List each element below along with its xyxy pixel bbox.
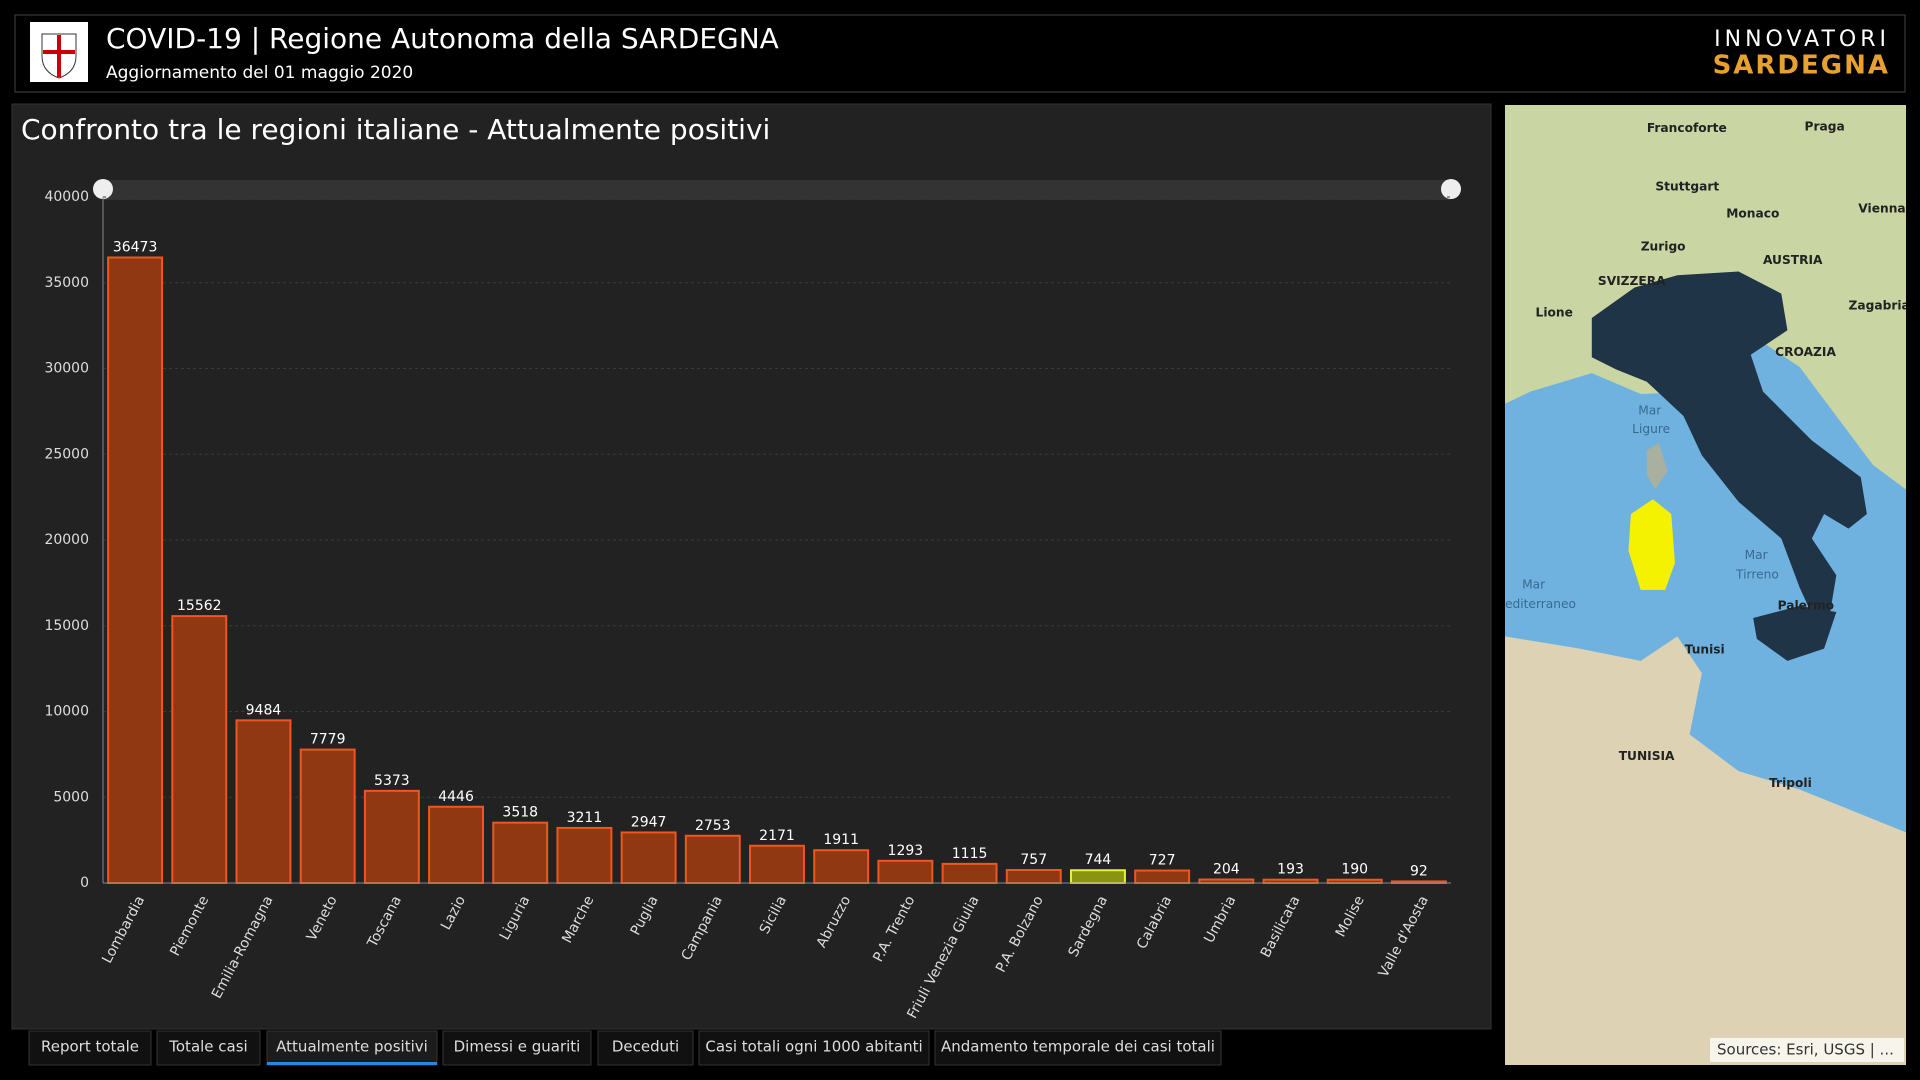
map-label: SVIZZERA — [1598, 274, 1666, 288]
map-label: Zagabria — [1849, 298, 1910, 312]
map-label: Praga — [1805, 120, 1845, 134]
map-label: editerraneo — [1505, 597, 1576, 611]
header-subtitle: Aggiornamento del 01 maggio 2020 — [106, 63, 413, 83]
value-label: 2947 — [631, 814, 667, 830]
value-label: 9484 — [246, 702, 282, 718]
map-label: Ligure — [1632, 422, 1670, 436]
y-tick-label: 40000 — [44, 189, 89, 205]
bar — [1005, 869, 1062, 885]
value-label: 204 — [1213, 862, 1240, 878]
tab-label[interactable]: Totale casi — [168, 1038, 247, 1056]
y-tick-label: 25000 — [44, 446, 89, 462]
value-label: 4446 — [438, 789, 474, 805]
bar — [235, 719, 292, 885]
brand-top: INNOVATORI — [1714, 27, 1890, 52]
tab-label[interactable]: Report totale — [41, 1038, 139, 1056]
value-label: 15562 — [177, 598, 222, 614]
bar — [492, 821, 549, 885]
bar — [1134, 869, 1191, 884]
tab-indicator — [267, 1062, 437, 1065]
tab[interactable] — [156, 1030, 261, 1066]
value-label: 3518 — [502, 805, 538, 821]
bar — [684, 834, 741, 885]
bar — [556, 826, 613, 884]
tab[interactable] — [934, 1030, 1222, 1066]
bar — [620, 831, 677, 884]
brand-bottom: SARDEGNA — [1713, 51, 1890, 81]
bar — [299, 748, 356, 884]
map-view: Francoforte Praga Stuttgart Monaco Vienn… — [1505, 105, 1910, 1065]
y-tick-label: 10000 — [44, 704, 89, 720]
map-label: Mar — [1745, 548, 1769, 562]
bar — [813, 849, 870, 885]
value-label: 92 — [1410, 863, 1428, 879]
map: Francoforte Praga Stuttgart Monaco Vienn… — [1505, 105, 1910, 1065]
tab[interactable] — [266, 1030, 438, 1066]
map-label: Mar — [1638, 404, 1662, 418]
bar — [428, 805, 485, 884]
range-slider[interactable] — [93, 179, 1461, 200]
value-label: 1115 — [952, 846, 988, 862]
value-label: 5373 — [374, 773, 410, 789]
header-title: COVID-19 | Regione Autonoma della SARDEG… — [106, 22, 779, 55]
bar — [107, 256, 164, 884]
header — [14, 14, 1906, 93]
chart-title: Confronto tra le regioni italiane - Attu… — [21, 113, 770, 146]
map-label: Lione — [1536, 306, 1573, 320]
value-label: 2753 — [695, 818, 731, 834]
attribution-box — [1710, 1038, 1904, 1062]
map-label: Tripoli — [1769, 776, 1812, 790]
map-label: Tunisi — [1685, 642, 1725, 656]
map-label: Zurigo — [1641, 240, 1686, 254]
tab-label[interactable]: Dimessi e guariti — [454, 1038, 581, 1056]
tab-label[interactable]: Attualmente positivi — [276, 1038, 428, 1056]
value-label: 193 — [1277, 862, 1304, 878]
y-tick-label: 15000 — [44, 618, 89, 634]
logo — [30, 22, 88, 82]
tab[interactable] — [597, 1030, 694, 1066]
tab[interactable] — [698, 1030, 930, 1066]
bar — [171, 615, 228, 884]
value-label: 744 — [1085, 852, 1112, 868]
y-tick-label: 5000 — [53, 789, 89, 805]
bar — [877, 859, 934, 885]
value-label: 727 — [1149, 853, 1176, 869]
y-tick-label: 20000 — [44, 532, 89, 548]
chart-panel — [11, 103, 1492, 1030]
map-label: Francoforte — [1647, 121, 1727, 135]
tab[interactable] — [28, 1030, 152, 1066]
map-label: Stuttgart — [1655, 180, 1719, 194]
value-label: 1293 — [888, 843, 924, 859]
map-label: AUSTRIA — [1763, 253, 1823, 267]
map-label: Tirreno — [1735, 568, 1779, 582]
value-label: 190 — [1341, 862, 1368, 878]
tab-label[interactable]: Casi totali ogni 1000 abitanti — [705, 1038, 922, 1056]
map-label: Palermo — [1778, 598, 1834, 612]
map-label: Vienna — [1858, 202, 1905, 216]
map-label: TUNISIA — [1619, 749, 1675, 763]
value-label: 7779 — [310, 732, 346, 748]
value-label: 757 — [1020, 852, 1047, 868]
y-tick-label: 0 — [80, 875, 89, 891]
tab-label[interactable]: Deceduti — [612, 1038, 679, 1056]
tab-label[interactable]: Andamento temporale dei casi totali — [941, 1038, 1215, 1056]
y-tick-label: 35000 — [44, 275, 89, 291]
value-label: 1911 — [823, 832, 859, 848]
tab[interactable] — [442, 1030, 592, 1066]
y-tick-label: 30000 — [44, 361, 89, 377]
bar — [1198, 878, 1255, 885]
bar — [941, 862, 998, 884]
value-label: 36473 — [113, 239, 158, 255]
map-label: Monaco — [1726, 206, 1779, 220]
map-attribution: Sources: Esri, USGS | ... — [1717, 1041, 1894, 1059]
bar — [1069, 869, 1126, 885]
map-label: Mar — [1522, 577, 1546, 591]
map-label: CROAZIA — [1775, 345, 1836, 359]
value-label: 3211 — [567, 810, 603, 826]
bar — [749, 844, 805, 884]
bar — [363, 789, 420, 884]
value-label: 2171 — [759, 828, 795, 844]
